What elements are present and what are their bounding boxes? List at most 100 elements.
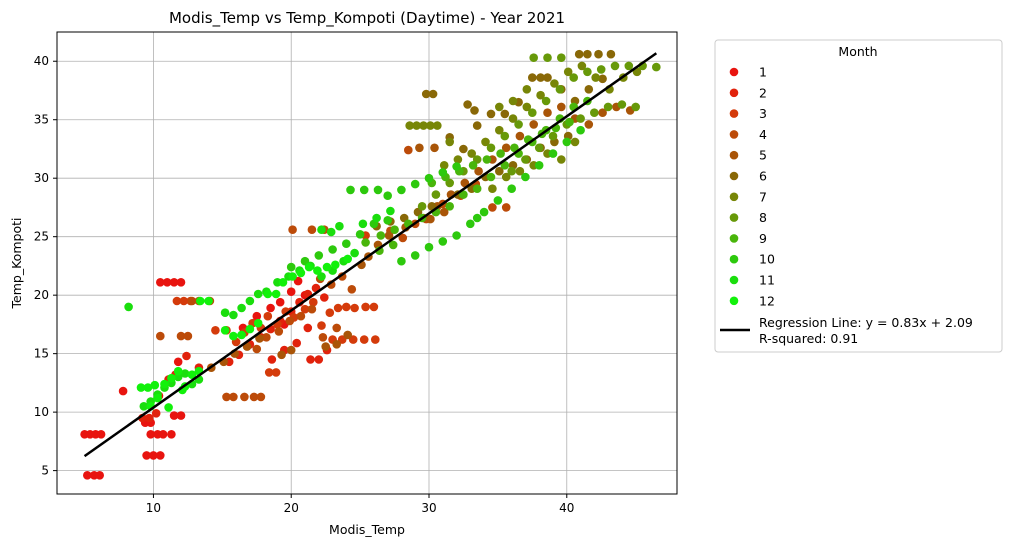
scatter-point-month-6 bbox=[574, 49, 584, 59]
scatter-point-month-4 bbox=[249, 392, 259, 402]
scatter-point-month-5 bbox=[384, 231, 394, 240]
legend-label-month-12: 12 bbox=[759, 293, 775, 308]
scatter-point-month-2 bbox=[267, 355, 277, 364]
scatter-point-month-4 bbox=[156, 331, 165, 341]
scatter-point-month-9 bbox=[500, 161, 510, 170]
scatter-point-month-4 bbox=[398, 233, 408, 243]
scatter-point-month-5 bbox=[584, 120, 594, 129]
scatter-point-month-1 bbox=[156, 278, 165, 287]
scatter-point-month-9 bbox=[482, 155, 492, 164]
scatter-point-month-11 bbox=[335, 221, 344, 231]
scatter-point-month-10 bbox=[438, 168, 448, 177]
scatter-point-month-5 bbox=[474, 166, 483, 176]
scatter-point-month-4 bbox=[252, 344, 262, 354]
scatter-point-month-4 bbox=[307, 225, 317, 234]
scatter-point-month-7 bbox=[536, 90, 545, 100]
scatter-point-month-7 bbox=[412, 121, 421, 130]
scatter-point-month-9 bbox=[468, 161, 478, 170]
scatter-point-month-8 bbox=[541, 96, 551, 106]
scatter-point-month-5 bbox=[343, 330, 353, 340]
scatter-point-month-4 bbox=[404, 145, 413, 155]
scatter-point-month-7 bbox=[495, 102, 504, 112]
scatter-point-month-7 bbox=[419, 121, 428, 130]
scatter-point-month-4 bbox=[262, 333, 271, 342]
chart-title: Modis_Temp vs Temp_Kompoti (Daytime) - Y… bbox=[169, 9, 565, 28]
scatter-point-month-10 bbox=[466, 219, 475, 229]
scatter-point-month-8 bbox=[557, 53, 566, 62]
scatter-point-month-12 bbox=[304, 262, 314, 272]
scatter-point-month-4 bbox=[256, 392, 266, 402]
scatter-point-month-11 bbox=[245, 296, 255, 306]
scatter-point-month-12 bbox=[331, 260, 340, 270]
scatter-point-month-1 bbox=[169, 411, 179, 420]
scatter-points bbox=[80, 49, 661, 480]
scatter-point-month-4 bbox=[347, 285, 357, 294]
scatter-point-month-8 bbox=[596, 65, 606, 74]
scatter-point-month-3 bbox=[371, 335, 380, 344]
scatter-point-month-6 bbox=[606, 49, 616, 59]
x-tick-label: 20 bbox=[284, 501, 299, 515]
scatter-point-month-12 bbox=[167, 373, 176, 383]
scatter-point-month-11 bbox=[317, 225, 326, 234]
scatter-point-month-6 bbox=[594, 49, 603, 59]
scatter-point-month-12 bbox=[253, 318, 263, 328]
scatter-point-month-4 bbox=[332, 323, 342, 333]
legend-label-month-2: 2 bbox=[759, 85, 767, 100]
scatter-point-month-4 bbox=[222, 392, 231, 402]
scatter-point-month-10 bbox=[452, 162, 461, 171]
scatter-point-month-8 bbox=[431, 190, 441, 199]
scatter-point-month-1 bbox=[142, 451, 151, 460]
scatter-point-month-9 bbox=[390, 225, 399, 234]
scatter-point-month-3 bbox=[211, 326, 220, 335]
scatter-point-month-5 bbox=[515, 131, 525, 141]
scatter-point-month-1 bbox=[173, 357, 183, 367]
scatter-point-month-7 bbox=[550, 79, 559, 88]
scatter-point-month-10 bbox=[562, 137, 572, 147]
scatter-point-month-5 bbox=[332, 340, 342, 349]
scatter-point-month-9 bbox=[565, 117, 574, 127]
x-axis-title: Modis_Temp bbox=[329, 522, 405, 537]
scatter-point-month-11 bbox=[358, 219, 368, 229]
scatter-point-month-5 bbox=[426, 214, 435, 224]
scatter-point-month-8 bbox=[543, 53, 552, 62]
scatter-point-month-10 bbox=[548, 149, 558, 158]
scatter-point-month-11 bbox=[237, 303, 246, 313]
scatter-point-month-7 bbox=[501, 172, 511, 182]
scatter-point-month-7 bbox=[577, 61, 587, 71]
scatter-point-month-10 bbox=[410, 251, 420, 260]
scatter-point-month-12 bbox=[187, 370, 197, 380]
scatter-point-month-12 bbox=[229, 331, 238, 341]
scatter-point-month-1 bbox=[167, 430, 176, 439]
legend-label-month-5: 5 bbox=[759, 148, 767, 163]
scatter-point-month-4 bbox=[240, 392, 249, 402]
scatter-point-month-7 bbox=[557, 155, 566, 164]
scatter-point-month-8 bbox=[507, 166, 516, 176]
scatter-point-month-12 bbox=[160, 379, 169, 389]
scatter-point-month-6 bbox=[536, 73, 545, 82]
scatter-point-month-1 bbox=[118, 386, 128, 396]
scatter-point-month-1 bbox=[149, 451, 158, 460]
scatter-point-month-6 bbox=[495, 166, 504, 176]
scatter-point-month-7 bbox=[445, 137, 455, 147]
scatter-point-month-12 bbox=[263, 289, 273, 299]
scatter-point-month-6 bbox=[486, 109, 496, 119]
scatter-point-month-10 bbox=[521, 172, 530, 182]
scatter-point-month-5 bbox=[321, 342, 331, 351]
scatter-point-month-10 bbox=[346, 185, 355, 195]
scatter-point-month-4 bbox=[176, 331, 186, 341]
scatter-point-month-7 bbox=[515, 166, 525, 176]
scatter-point-month-9 bbox=[445, 202, 455, 211]
scatter-point-month-5 bbox=[598, 108, 607, 117]
scatter-point-month-7 bbox=[591, 73, 600, 82]
scatter-point-month-6 bbox=[528, 73, 537, 82]
scatter-point-month-10 bbox=[410, 179, 420, 189]
legend-marker-month-9 bbox=[729, 234, 739, 243]
scatter-point-month-10 bbox=[373, 185, 383, 195]
scatter-point-month-9 bbox=[486, 172, 496, 182]
scatter-point-month-10 bbox=[397, 185, 406, 195]
scatter-point-month-3 bbox=[317, 321, 326, 330]
scatter-point-month-9 bbox=[376, 231, 386, 240]
scatter-point-month-2 bbox=[151, 409, 161, 418]
scatter-point-month-12 bbox=[296, 268, 306, 278]
